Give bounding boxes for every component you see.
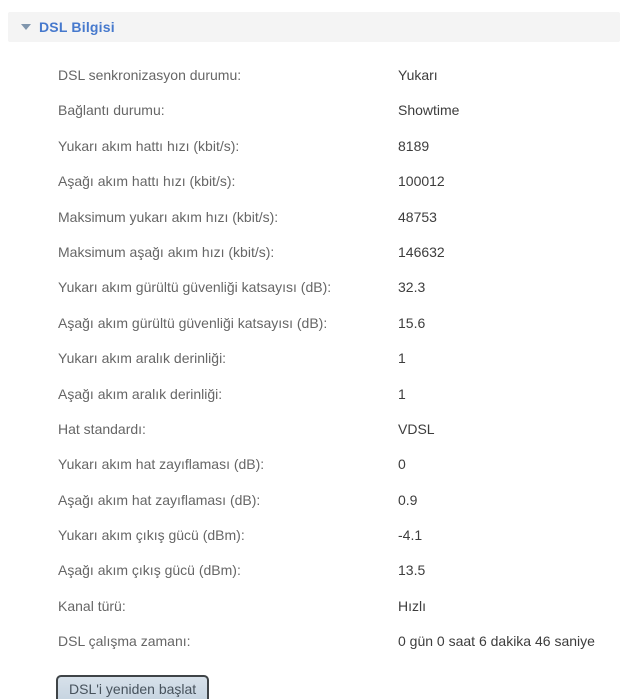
restart-dsl-button[interactable]: DSL'i yeniden başlat <box>56 674 210 699</box>
info-row: Yukarı akım hattı hızı (kbit/s): 8189 <box>0 137 623 154</box>
panel-title: DSL Bilgisi <box>39 19 115 35</box>
info-row: Hat standardı: VDSL <box>0 420 623 437</box>
row-label: Aşağı akım aralık derinliği: <box>58 385 223 402</box>
info-row: Yukarı akım gürültü güvenliği katsayısı … <box>0 279 623 296</box>
row-label: Yukarı akım aralık derinliği: <box>58 350 227 367</box>
row-label: Maksimum yukarı akım hızı (kbit/s): <box>58 208 279 225</box>
row-value: 8189 <box>398 137 430 154</box>
row-value: 13.5 <box>398 562 426 579</box>
row-value: -4.1 <box>398 527 423 544</box>
row-label: Aşağı akım gürültü güvenliği katsayısı (… <box>58 314 328 331</box>
info-row: DSL senkronizasyon durumu: Yukarı <box>0 67 623 83</box>
info-row: Maksimum aşağı akım hızı (kbit/s): 146632 <box>0 243 623 260</box>
row-value: 100012 <box>398 173 445 190</box>
row-label: Maksimum aşağı akım hızı (kbit/s): <box>58 243 275 260</box>
row-value: Showtime <box>398 102 460 119</box>
row-value: 0.9 <box>398 491 418 508</box>
row-label: Aşağı akım çıkış gücü (dBm): <box>58 562 241 579</box>
info-row: Aşağı akım hat zayıflaması (dB): 0.9 <box>0 491 623 508</box>
row-label: Yukarı akım gürültü güvenliği katsayısı … <box>58 279 332 296</box>
info-row: Aşağı akım hattı hızı (kbit/s): 100012 <box>0 173 623 190</box>
row-label: Yukarı akım hattı hızı (kbit/s): <box>58 137 240 154</box>
dsl-info-section-header[interactable]: DSL Bilgisi <box>8 12 620 42</box>
row-value: 48753 <box>398 208 437 225</box>
info-row: Yukarı akım çıkış gücü (dBm): -4.1 <box>0 527 623 544</box>
collapse-triangle-down-icon <box>21 24 31 30</box>
info-row: Aşağı akım aralık derinliği: 1 <box>0 385 623 402</box>
row-value: 1 <box>398 385 406 402</box>
row-label: Yukarı akım hat zayıflaması (dB): <box>58 456 265 473</box>
info-row: DSL çalışma zamanı: 0 gün 0 saat 6 dakika… <box>0 633 623 650</box>
row-label: Bağlantı durumu: <box>58 102 165 119</box>
row-value: Hızlı <box>398 597 426 614</box>
row-value: Yukarı <box>398 67 438 83</box>
row-label: Hat standardı: <box>58 420 146 437</box>
row-value: 1 <box>398 350 406 367</box>
row-label: DSL çalışma zamanı: <box>58 633 191 650</box>
info-row: Maksimum yukarı akım hızı (kbit/s): 48753 <box>0 208 623 225</box>
row-label: Kanal türü: <box>58 597 126 614</box>
dsl-info-rows: DSL senkronizasyon durumu: Yukarı Bağlantı… <box>0 67 623 650</box>
row-value: VDSL <box>398 420 435 437</box>
row-value: 0 <box>398 456 406 473</box>
row-value: 0 gün 0 saat 6 dakika 46 saniye <box>398 633 595 650</box>
row-value: 32.3 <box>398 279 426 296</box>
info-row: Aşağı akım çıkış gücü (dBm): 13.5 <box>0 562 623 579</box>
info-row: Yukarı akım hat zayıflaması (dB): 0 <box>0 456 623 473</box>
row-label: Aşağı akım hat zayıflaması (dB): <box>58 491 261 508</box>
info-row: Kanal türü: Hızlı <box>0 597 623 614</box>
row-label: DSL senkronizasyon durumu: <box>58 67 242 83</box>
info-row: Yukarı akım aralık derinliği: 1 <box>0 350 623 367</box>
row-value: 15.6 <box>398 314 426 331</box>
info-row: Bağlantı durumu: Showtime <box>0 102 623 119</box>
info-row: Aşağı akım gürültü güvenliği katsayısı (… <box>0 314 623 331</box>
row-label: Aşağı akım hattı hızı (kbit/s): <box>58 173 236 190</box>
row-label: Yukarı akım çıkış gücü (dBm): <box>58 527 245 544</box>
dsl-info-panel: DSL Bilgisi DSL senkronizasyon durumu: Yu… <box>0 12 623 699</box>
row-value: 146632 <box>398 243 445 260</box>
